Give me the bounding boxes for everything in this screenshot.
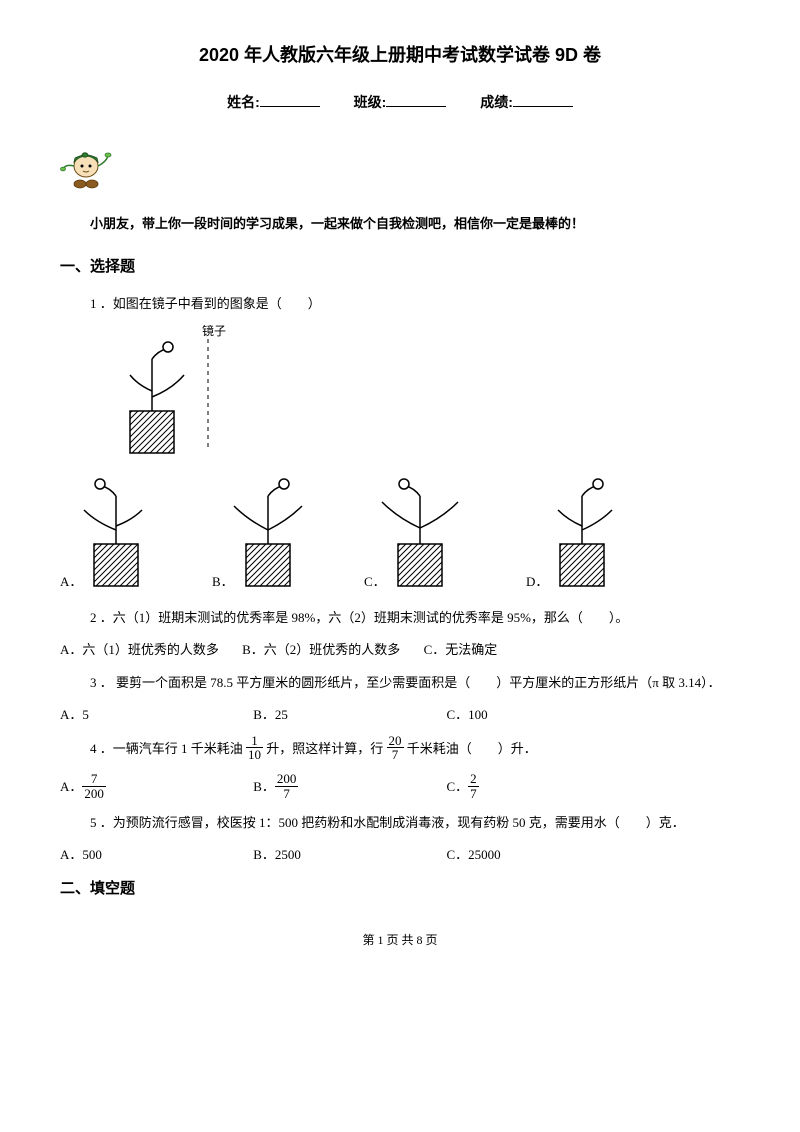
q4-opt-b: B．2007 [253,774,443,802]
section-1-heading: 一、选择题 [60,254,740,280]
q1-opt-b: B． [212,574,234,589]
q4-text: 4 ．一辆汽车行 1 千米耗油 110 升，照这样计算，行 207 千米耗油（ … [90,736,740,764]
name-label: 姓名: [227,94,260,110]
q4-frac2: 207 [387,734,404,762]
score-blank[interactable] [513,92,573,107]
class-blank[interactable] [386,92,446,107]
q2-opt-a: A．六（1）班优秀的人数多 [60,639,219,661]
q1-figure: 镜子 [110,325,740,462]
mascot-icon [60,144,116,207]
page-title: 2020 年人教版六年级上册期中考试数学试卷 9D 卷 [60,40,740,71]
q3-opt-c: C．100 [447,704,488,726]
q2-opt-c: C．无法确定 [424,639,498,661]
q2-options: A．六（1）班优秀的人数多 B．六（2）班优秀的人数多 C．无法确定 [60,639,740,661]
mirror-label-text: 镜子 [202,325,226,338]
q2-opt-b: B．六（2）班优秀的人数多 [242,639,400,661]
name-blank[interactable] [260,92,320,107]
mascot-row [60,144,740,207]
q1-opt-a: A． [60,574,82,589]
q5-options: A．500 B．2500 C．25000 [60,844,740,866]
page-footer: 第 1 页 共 8 页 [60,930,740,950]
q4-frac1: 110 [246,734,263,762]
q1-text: 1 ．如图在镜子中看到的图象是（ ） [90,293,740,315]
info-line: 姓名: 班级: 成绩: [60,91,740,115]
q4-pre: 4 ．一辆汽车行 1 千米耗油 [90,741,243,756]
q5-opt-c: C．25000 [447,844,501,866]
q4-opt-a: A．7200 [60,774,250,802]
q5-opt-b: B．2500 [253,844,443,866]
q1-options: A． B． C． D． [60,470,740,597]
q5-opt-a: A．500 [60,844,250,866]
class-label: 班级: [354,94,387,110]
q4-post: 千米耗油（ ）升． [407,741,537,756]
encourage-text: 小朋友，带上你一段时间的学习成果，一起来做个自我检测吧，相信你一定是最棒的！ [90,213,740,235]
q3-options: A．5 B．25 C．100 [60,704,740,726]
q5-text: 5 ．为预防流行感冒，校医按 1：500 把药粉和水配制成消毒液，现有药粉 50… [90,812,740,834]
q3-opt-b: B．25 [253,704,443,726]
q2-text: 2 ．六（1）班期末测试的优秀率是 98%，六（2）班期末测试的优秀率是 95%… [90,607,740,629]
q1-opt-c: C． [364,574,386,589]
section-2-heading: 二、填空题 [60,876,740,902]
q3-text: 3 ． 要剪一个面积是 78.5 平方厘米的圆形纸片，至少需要面积是（ ）平方厘… [90,672,740,694]
score-label: 成绩: [480,94,513,110]
q3-opt-a: A．5 [60,704,250,726]
q4-opt-c: C．27 [447,774,479,802]
q1-opt-d: D． [526,574,548,589]
q4-options: A．7200 B．2007 C．27 [60,774,740,802]
q4-mid1: 升，照这样计算，行 [266,741,383,756]
